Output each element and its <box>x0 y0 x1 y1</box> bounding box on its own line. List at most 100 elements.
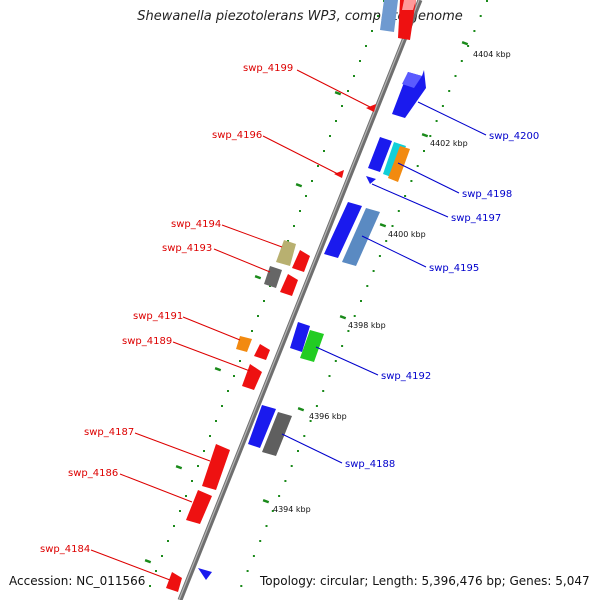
label-swp_4197[interactable]: swp_4197 <box>451 213 501 224</box>
label-swp_4200[interactable]: swp_4200 <box>489 131 539 142</box>
gene-swp_4197[interactable] <box>366 176 376 184</box>
tick-dot-left <box>227 390 229 392</box>
label-swp_4199[interactable]: swp_4199 <box>243 63 293 74</box>
tick-dot-left <box>353 75 355 77</box>
tick-dot-left <box>329 135 331 137</box>
tick-4400: 4400 kbp <box>379 223 426 239</box>
tick-dot-left <box>173 525 175 527</box>
tick-dot-right <box>479 15 482 17</box>
tick-dot-left <box>221 405 223 407</box>
gene-top-stub[interactable] <box>380 0 416 40</box>
gene-swp_4189[interactable] <box>242 364 262 390</box>
forward-labels: swp_4200 swp_4198 swp_4197 swp_4195 swp_… <box>345 131 539 470</box>
label-swp_4195[interactable]: swp_4195 <box>429 263 479 274</box>
gene-swp_4200[interactable] <box>392 70 426 118</box>
tick-label-4396: 4396 kbp <box>309 412 347 421</box>
tick-dot-right <box>271 510 274 512</box>
label-swp_4186[interactable]: swp_4186 <box>68 468 118 479</box>
tick-dot-right <box>448 90 451 92</box>
tick-dot-right <box>309 420 312 422</box>
label-swp_4184[interactable]: swp_4184 <box>40 544 90 555</box>
label-swp_4188[interactable]: swp_4188 <box>345 459 395 470</box>
left-ticks <box>144 91 342 564</box>
label-swp_4198[interactable]: swp_4198 <box>462 189 512 200</box>
label-swp_4192[interactable]: swp_4192 <box>381 371 431 382</box>
tick-dot-left <box>377 15 379 17</box>
gene-swp_4196[interactable] <box>334 170 344 178</box>
backbone-line <box>177 0 423 600</box>
tick-dot-left <box>167 540 169 542</box>
gene-swp_4195[interactable] <box>324 202 380 266</box>
tick-dot-right <box>278 495 281 497</box>
tick-4394: 4394 kbp <box>262 499 311 514</box>
tick-dot-right <box>360 300 362 302</box>
tick-label-4400: 4400 kbp <box>388 230 426 239</box>
tick-dot-left <box>299 210 301 212</box>
tick-label-4398: 4398 kbp <box>348 321 386 330</box>
tick-dot-left <box>191 480 193 482</box>
gene-swp_4199[interactable] <box>366 104 376 112</box>
tick-dot-left <box>305 195 307 197</box>
tick-dot-right <box>486 0 488 2</box>
tick-dot-right <box>347 330 350 332</box>
tick-dot-right <box>429 135 432 137</box>
tick-dot-right <box>473 30 476 32</box>
tick-dots <box>149 0 488 587</box>
gene-swp_4194[interactable] <box>276 240 310 272</box>
tick-dot-right <box>404 195 407 197</box>
tick-dot-right <box>372 270 375 272</box>
tick-4402: 4402 kbp <box>421 133 468 148</box>
tick-dot-right <box>246 570 249 572</box>
reverse-leaders <box>90 69 371 581</box>
tick-dot-right <box>328 375 331 377</box>
tick-dot-right <box>315 405 318 407</box>
tick-dot-right <box>259 540 262 542</box>
tick-dot-left <box>371 30 373 32</box>
tick-dot-left <box>251 330 253 332</box>
tick-dot-left <box>179 510 181 512</box>
tick-dot-right <box>322 390 325 392</box>
label-swp_4189[interactable]: swp_4189 <box>122 336 172 347</box>
tick-dot-right <box>460 60 463 62</box>
label-swp_4196[interactable]: swp_4196 <box>212 130 262 141</box>
tick-dot-left <box>365 45 367 47</box>
gene-swp_4191[interactable] <box>236 336 270 360</box>
tick-dot-right <box>265 525 268 527</box>
tick-dot-left <box>233 375 235 377</box>
tick-dot-right <box>297 450 299 452</box>
gene-swp_4184[interactable] <box>166 572 182 592</box>
tick-dot-right <box>366 285 369 287</box>
gene-swp_4188[interactable] <box>248 405 292 456</box>
tick-dot-right <box>454 75 457 77</box>
accession-text: Accession: NC_011566 <box>9 574 146 588</box>
tick-dot-left <box>155 570 157 572</box>
tick-dot-left <box>347 90 349 92</box>
gene-swp_4198[interactable] <box>368 137 410 182</box>
gene-swp_4187[interactable] <box>202 444 230 490</box>
tick-dot-left <box>185 495 187 497</box>
gene-swp_4193[interactable] <box>264 266 298 296</box>
tick-dot-left <box>317 165 319 167</box>
tick-4404: 4404 kbp <box>461 41 511 59</box>
label-swp_4191[interactable]: swp_4191 <box>133 311 183 322</box>
gene-bottom-stub[interactable] <box>198 568 212 580</box>
tick-dot-right <box>353 315 356 317</box>
label-swp_4187[interactable]: swp_4187 <box>84 427 134 438</box>
label-swp_4193[interactable]: swp_4193 <box>162 243 212 254</box>
tick-dot-left <box>323 150 325 152</box>
tick-dot-right <box>334 360 337 362</box>
tick-dot-left <box>161 555 163 557</box>
tick-dot-right <box>341 345 344 347</box>
gene-swp_4192[interactable] <box>290 322 324 362</box>
tick-dot-right <box>391 225 394 227</box>
tick-dot-left <box>239 360 241 362</box>
tick-dot-left <box>287 240 289 242</box>
tick-dot-right <box>397 210 400 212</box>
tick-label-4404: 4404 kbp <box>473 50 511 59</box>
label-swp_4194[interactable]: swp_4194 <box>171 219 221 230</box>
gene-swp_4186[interactable] <box>186 490 212 524</box>
tick-dot-right <box>378 255 381 257</box>
tick-dot-right <box>441 105 444 107</box>
tick-dot-left <box>197 465 199 467</box>
